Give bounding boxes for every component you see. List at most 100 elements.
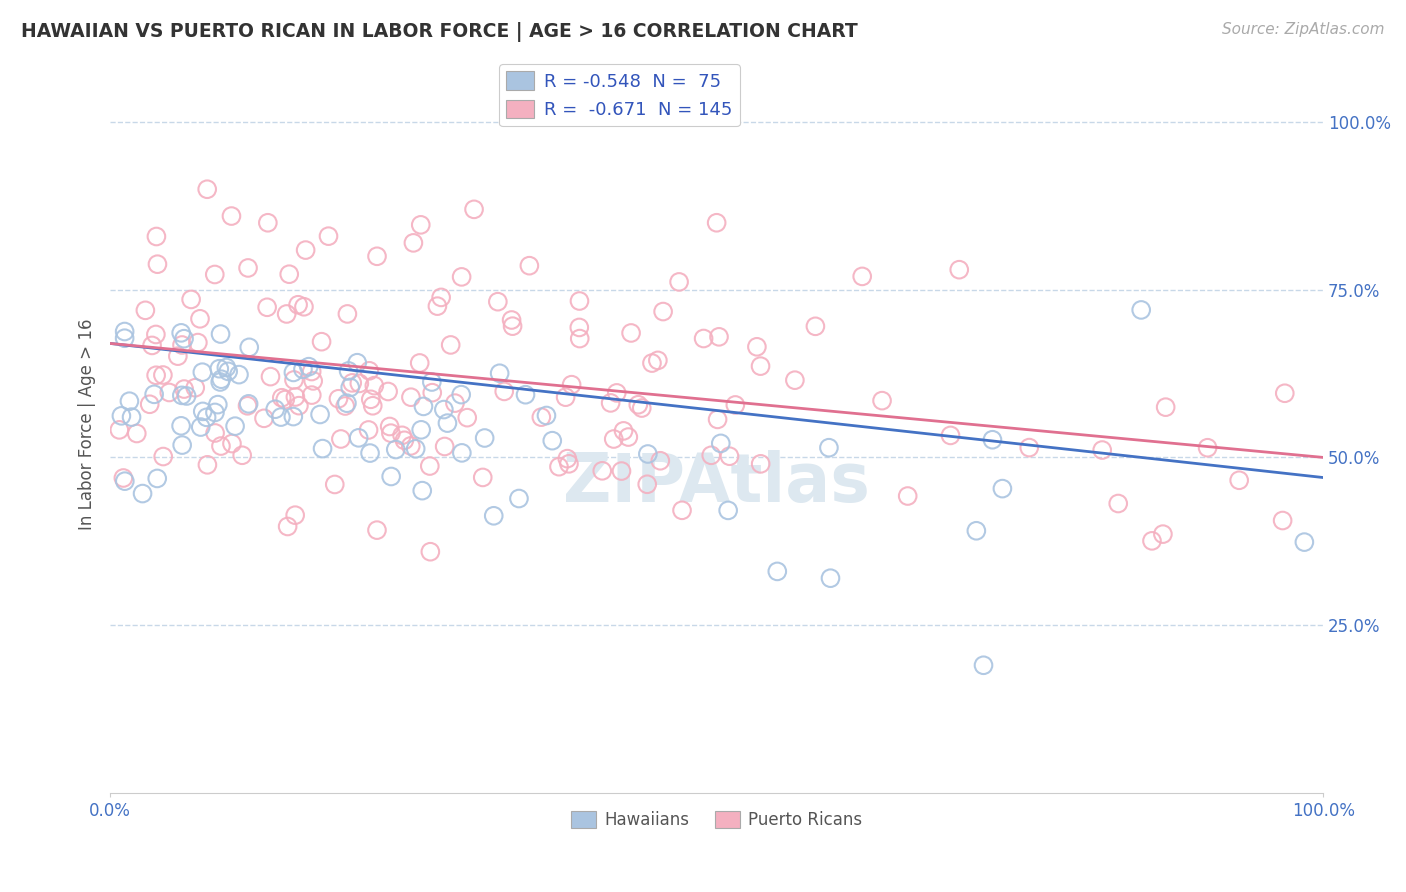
Point [278, 267, 301, 281]
Point [399, 390, 422, 404]
Text: ZIPAtlas: ZIPAtlas [564, 450, 870, 516]
Point [706, 412, 728, 426]
Point [190, 420, 212, 434]
Point [450, 269, 472, 284]
Point [180, 293, 202, 307]
Point [170, 338, 193, 352]
Point [450, 446, 472, 460]
Y-axis label: In Labor Force | Age > 16: In Labor Force | Age > 16 [79, 318, 96, 530]
Point [652, 304, 675, 318]
Point [1197, 441, 1219, 455]
Point [276, 307, 298, 321]
Point [298, 359, 321, 374]
Point [463, 202, 485, 217]
Point [277, 519, 299, 533]
Point [359, 364, 381, 378]
Point [554, 390, 576, 404]
Point [377, 384, 399, 399]
Point [125, 426, 148, 441]
Point [627, 398, 650, 412]
Point [114, 325, 136, 339]
Point [804, 319, 827, 334]
Point [430, 290, 453, 304]
Point [143, 387, 166, 401]
Point [138, 397, 160, 411]
Point [170, 418, 193, 433]
Point [191, 404, 214, 418]
Point [173, 382, 195, 396]
Point [706, 216, 728, 230]
Point [253, 411, 276, 425]
Point [114, 331, 136, 345]
Point [134, 303, 156, 318]
Point [259, 369, 281, 384]
Point [636, 477, 658, 491]
Point [568, 293, 591, 308]
Point [717, 503, 740, 517]
Text: Source: ZipAtlas.com: Source: ZipAtlas.com [1222, 22, 1385, 37]
Point [114, 474, 136, 488]
Point [939, 428, 962, 442]
Point [568, 320, 591, 334]
Point [361, 399, 384, 413]
Point [1154, 400, 1177, 414]
Point [1227, 473, 1250, 487]
Point [482, 508, 505, 523]
Point [236, 399, 259, 413]
Point [366, 249, 388, 263]
Point [121, 410, 143, 425]
Point [617, 430, 640, 444]
Point [301, 365, 323, 379]
Point [718, 449, 741, 463]
Point [440, 338, 463, 352]
Point [419, 458, 441, 473]
Point [288, 399, 311, 413]
Point [745, 340, 768, 354]
Point [145, 327, 167, 342]
Point [650, 454, 672, 468]
Point [176, 389, 198, 403]
Point [184, 381, 207, 395]
Point [394, 434, 416, 448]
Point [284, 508, 307, 523]
Point [405, 442, 427, 456]
Point [519, 259, 541, 273]
Point [1107, 496, 1129, 510]
Point [515, 388, 537, 402]
Point [426, 299, 449, 313]
Point [360, 392, 382, 407]
Point [1152, 527, 1174, 541]
Point [561, 377, 583, 392]
Point [311, 334, 333, 349]
Point [224, 419, 246, 434]
Point [284, 390, 307, 404]
Point [530, 410, 553, 425]
Point [419, 545, 441, 559]
Point [146, 471, 169, 485]
Point [166, 349, 188, 363]
Point [568, 332, 591, 346]
Point [256, 300, 278, 314]
Point [195, 410, 218, 425]
Point [287, 298, 309, 312]
Point [436, 416, 458, 430]
Point [870, 393, 893, 408]
Point [707, 330, 730, 344]
Point [152, 450, 174, 464]
Point [409, 356, 432, 370]
Point [283, 366, 305, 380]
Point [146, 257, 169, 271]
Point [536, 409, 558, 423]
Point [302, 374, 325, 388]
Point [363, 378, 385, 392]
Point [641, 356, 664, 370]
Point [209, 375, 232, 389]
Point [329, 432, 352, 446]
Point [342, 376, 364, 390]
Point [486, 294, 509, 309]
Point [391, 428, 413, 442]
Point [309, 408, 332, 422]
Point [603, 432, 626, 446]
Point [630, 401, 652, 415]
Point [380, 426, 402, 441]
